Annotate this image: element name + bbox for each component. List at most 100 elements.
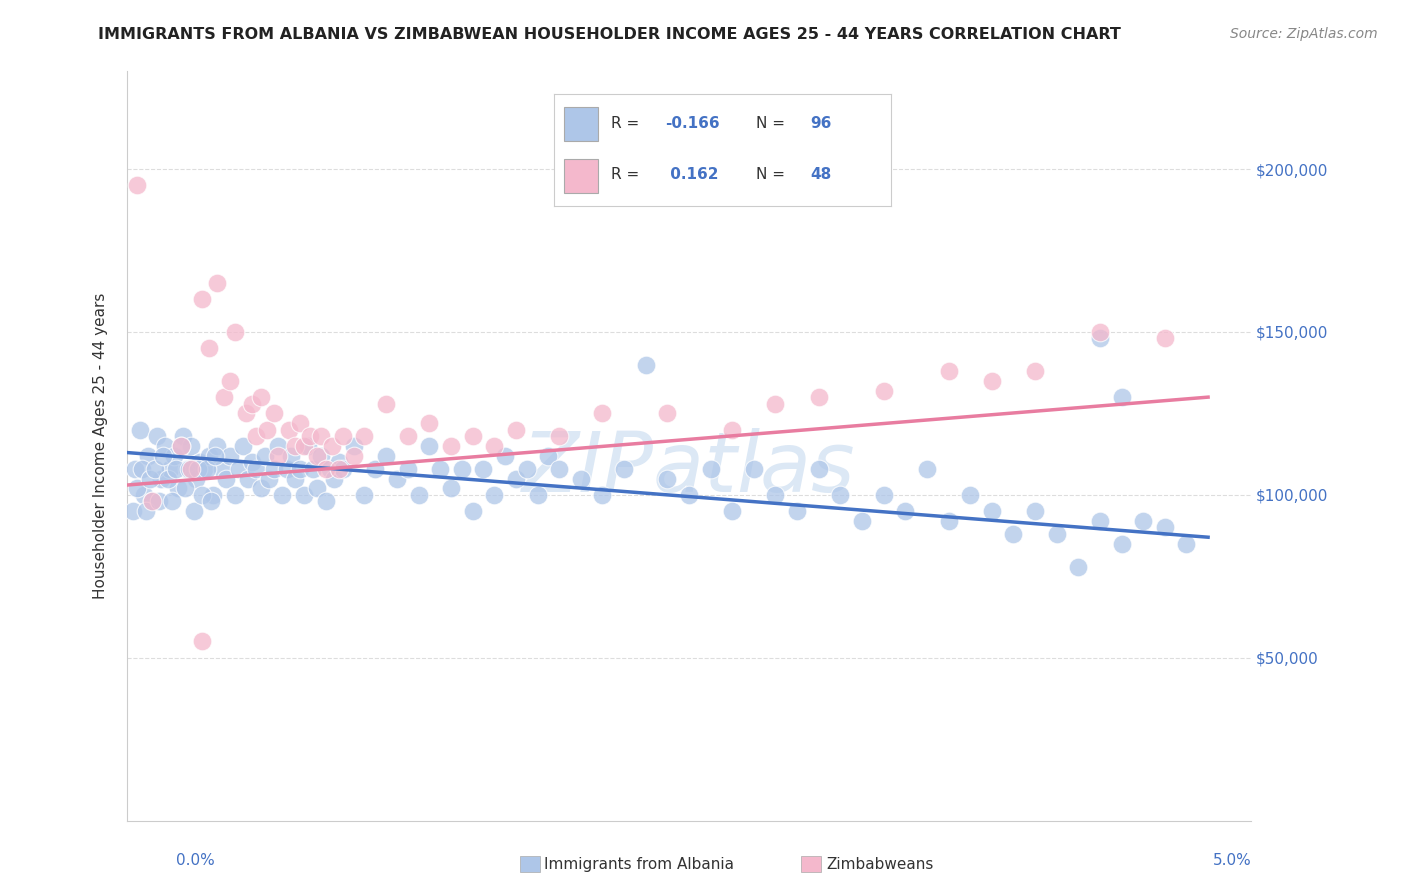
Text: IMMIGRANTS FROM ALBANIA VS ZIMBABWEAN HOUSEHOLDER INCOME AGES 25 - 44 YEARS CORR: IMMIGRANTS FROM ALBANIA VS ZIMBABWEAN HO… <box>98 27 1122 42</box>
Point <box>299 429 322 443</box>
Point <box>263 462 285 476</box>
Point <box>197 341 219 355</box>
Point <box>277 423 299 437</box>
Point <box>155 439 177 453</box>
Point <box>267 439 290 453</box>
Point <box>188 455 211 469</box>
Point <box>938 514 960 528</box>
Point <box>191 634 214 648</box>
Point <box>959 488 981 502</box>
Point <box>207 276 229 290</box>
Point <box>131 462 153 476</box>
Point <box>980 374 1002 388</box>
Point <box>494 449 516 463</box>
Point <box>152 449 174 463</box>
Point <box>305 449 328 463</box>
Point <box>224 488 246 502</box>
Text: ZIPatlas: ZIPatlas <box>522 428 856 509</box>
Point <box>179 462 201 476</box>
Point <box>315 494 337 508</box>
Point <box>207 439 229 453</box>
Point <box>591 406 613 420</box>
Point <box>1088 514 1111 528</box>
Point <box>139 472 162 486</box>
Point <box>396 429 419 443</box>
Text: Source: ZipAtlas.com: Source: ZipAtlas.com <box>1230 27 1378 41</box>
Point <box>461 504 484 518</box>
Point <box>375 397 398 411</box>
Text: Immigrants from Albania: Immigrants from Albania <box>544 857 734 871</box>
Point <box>319 462 342 476</box>
Point <box>212 390 235 404</box>
Point <box>163 449 186 463</box>
Point <box>292 439 315 453</box>
Point <box>613 462 636 476</box>
Point <box>256 423 278 437</box>
Point <box>202 488 225 502</box>
Point <box>548 462 571 476</box>
Point <box>253 449 276 463</box>
Point <box>328 455 350 469</box>
Point <box>1088 331 1111 345</box>
Point <box>284 472 307 486</box>
Point <box>1067 559 1090 574</box>
Point <box>284 439 307 453</box>
Point <box>288 416 311 430</box>
Point <box>742 462 765 476</box>
Point <box>249 481 271 495</box>
Point <box>127 481 149 495</box>
Point <box>236 472 259 486</box>
Point <box>195 462 218 476</box>
Text: 0.0%: 0.0% <box>176 854 215 868</box>
Point <box>200 494 222 508</box>
Point <box>224 325 246 339</box>
Point <box>167 481 190 495</box>
Point <box>240 455 263 469</box>
Point <box>440 481 463 495</box>
Point <box>136 449 159 463</box>
Point <box>1153 520 1175 534</box>
Point <box>472 462 495 476</box>
Point <box>211 462 233 476</box>
Point <box>657 472 679 486</box>
Point <box>228 462 250 476</box>
Point <box>440 439 463 453</box>
Point <box>1175 537 1198 551</box>
Point <box>215 472 238 486</box>
Point <box>128 423 150 437</box>
Point <box>353 488 375 502</box>
Point <box>484 439 506 453</box>
Point <box>526 488 548 502</box>
Point <box>276 462 298 476</box>
Point <box>183 504 205 518</box>
Point <box>309 429 332 443</box>
Point <box>191 293 214 307</box>
Point <box>143 462 166 476</box>
Point <box>1046 527 1069 541</box>
Point <box>127 178 149 193</box>
Point <box>353 429 375 443</box>
Point <box>807 390 830 404</box>
Point <box>418 439 440 453</box>
Point <box>591 488 613 502</box>
Point <box>461 429 484 443</box>
Point <box>141 494 163 508</box>
Text: Zimbabweans: Zimbabweans <box>827 857 934 871</box>
Point <box>1024 504 1046 518</box>
Point <box>263 406 285 420</box>
Point <box>219 449 242 463</box>
Point <box>980 504 1002 518</box>
Point <box>418 416 440 430</box>
Point <box>259 472 281 486</box>
Point <box>765 397 787 411</box>
Point <box>187 462 209 476</box>
Point <box>148 494 170 508</box>
Point <box>1132 514 1154 528</box>
Text: 5.0%: 5.0% <box>1212 854 1251 868</box>
Point <box>872 384 894 398</box>
Point <box>1111 390 1133 404</box>
Point <box>240 397 263 411</box>
Point <box>305 481 328 495</box>
Point <box>204 449 226 463</box>
Point <box>332 429 354 443</box>
